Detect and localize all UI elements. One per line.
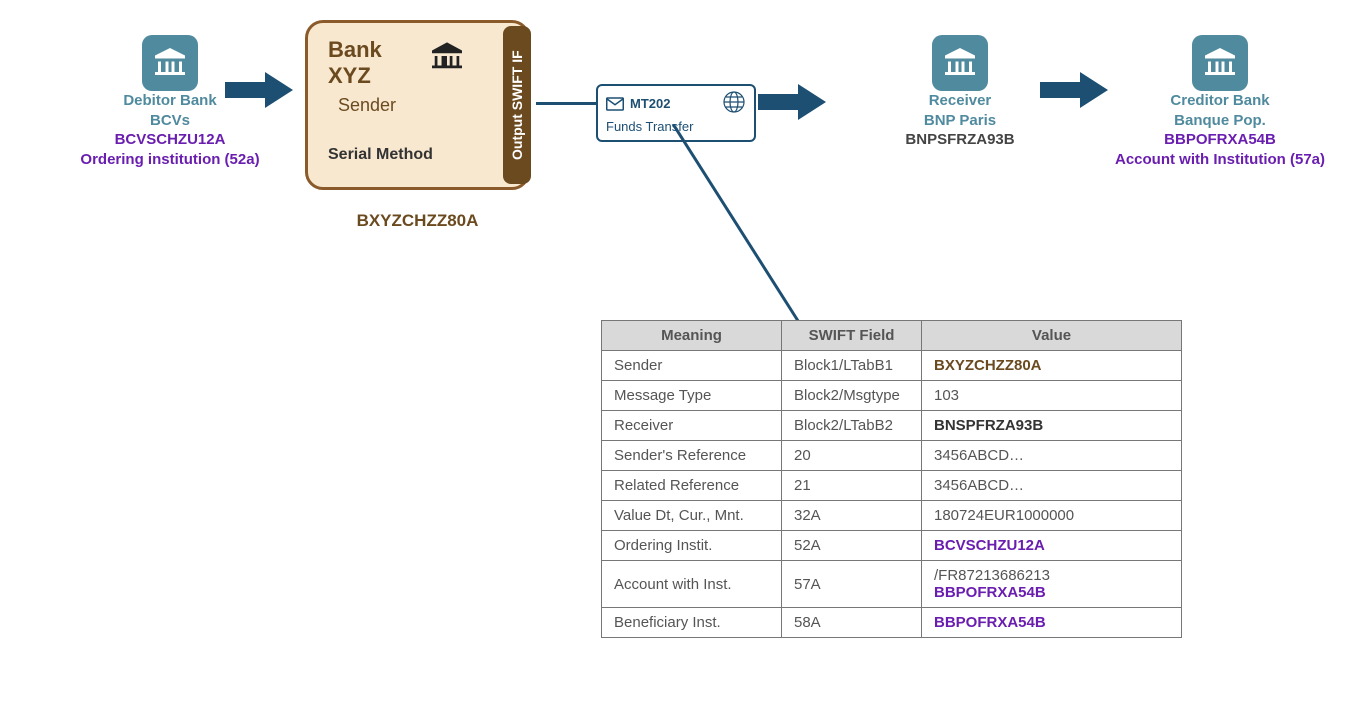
table-header: Meaning xyxy=(602,321,782,351)
bank-icon-small xyxy=(429,41,465,75)
table-row: Sender's Reference203456ABCD… xyxy=(602,441,1182,471)
table-row: Beneficiary Inst.58ABBPOFRXA54B xyxy=(602,608,1182,638)
creditor-bic: BBPOFRXA54B xyxy=(1095,130,1345,150)
receiver-bic: BNPSFRZA93B xyxy=(870,130,1050,150)
cell-meaning: Ordering Instit. xyxy=(602,531,782,561)
table-header: Value xyxy=(922,321,1182,351)
cell-value: 103 xyxy=(922,381,1182,411)
cell-value: 3456ABCD… xyxy=(922,441,1182,471)
sender-bic: BXYZCHZZ80A xyxy=(305,210,530,232)
message-code: MT202 xyxy=(630,96,670,113)
table-header-row: Meaning SWIFT Field Value xyxy=(602,321,1182,351)
cell-meaning: Receiver xyxy=(602,411,782,441)
envelope-icon xyxy=(606,97,624,111)
connector-diagonal xyxy=(670,124,820,334)
cell-field: Block1/LTabB1 xyxy=(782,351,922,381)
sender-box: Bank XYZ Sender Serial Method xyxy=(305,20,530,190)
sender-sub: Sender xyxy=(338,95,507,116)
swift-fields-table: Meaning SWIFT Field Value SenderBlock1/L… xyxy=(601,320,1182,638)
table-header: SWIFT Field xyxy=(782,321,922,351)
debitor-name: BCVs xyxy=(60,111,280,131)
bank-icon xyxy=(142,35,198,91)
sender-title2: XYZ xyxy=(328,63,507,89)
cell-field: 32A xyxy=(782,501,922,531)
cell-meaning: Sender xyxy=(602,351,782,381)
cell-value: BBPOFRXA54B xyxy=(922,608,1182,638)
table-row: Message TypeBlock2/Msgtype103 xyxy=(602,381,1182,411)
arrow-debitor-to-sender xyxy=(225,70,295,110)
cell-field: Block2/Msgtype xyxy=(782,381,922,411)
sender-title1: Bank xyxy=(328,37,382,62)
creditor-role: Account with Institution (57a) xyxy=(1095,150,1345,170)
bank-icon xyxy=(1192,35,1248,91)
cell-field: 20 xyxy=(782,441,922,471)
cell-value: BNSPFRZA93B xyxy=(922,411,1182,441)
cell-meaning: Related Reference xyxy=(602,471,782,501)
cell-value: BXYZCHZZ80A xyxy=(922,351,1182,381)
cell-meaning: Value Dt, Cur., Mnt. xyxy=(602,501,782,531)
table-row: ReceiverBlock2/LTabB2BNSPFRZA93B xyxy=(602,411,1182,441)
sender-method: Serial Method xyxy=(328,146,507,164)
table-row: SenderBlock1/LTabB1BXYZCHZZ80A xyxy=(602,351,1182,381)
cell-meaning: Message Type xyxy=(602,381,782,411)
cell-value: 3456ABCD… xyxy=(922,471,1182,501)
globe-icon xyxy=(722,90,746,114)
cell-value: /FR87213686213BBPOFRXA54B xyxy=(922,561,1182,608)
cell-field: 58A xyxy=(782,608,922,638)
cell-field: 21 xyxy=(782,471,922,501)
table-row: Account with Inst.57A/FR87213686213BBPOF… xyxy=(602,561,1182,608)
cell-meaning: Sender's Reference xyxy=(602,441,782,471)
bank-icon xyxy=(932,35,988,91)
table-row: Ordering Instit.52ABCVSCHZU12A xyxy=(602,531,1182,561)
receiver-name: BNP Paris xyxy=(870,111,1050,131)
cell-meaning: Beneficiary Inst. xyxy=(602,608,782,638)
cell-meaning: Account with Inst. xyxy=(602,561,782,608)
cell-value: BCVSCHZU12A xyxy=(922,531,1182,561)
creditor-title: Creditor Bank xyxy=(1095,91,1345,111)
cell-field: Block2/LTabB2 xyxy=(782,411,922,441)
cell-field: 57A xyxy=(782,561,922,608)
receiver-title: Receiver xyxy=(870,91,1050,111)
debitor-bic: BCVSCHZU12A xyxy=(60,130,280,150)
cell-field: 52A xyxy=(782,531,922,561)
arrow-message-to-receiver xyxy=(758,82,828,122)
creditor-name: Banque Pop. xyxy=(1095,111,1345,131)
table-row: Value Dt, Cur., Mnt.32A180724EUR1000000 xyxy=(602,501,1182,531)
swift-output-tab: Output SWIFT IF xyxy=(503,26,531,184)
receiver-node: Receiver BNP Paris BNPSFRZA93B xyxy=(870,35,1050,150)
connector-line-1 xyxy=(536,102,596,105)
table-row: Related Reference213456ABCD… xyxy=(602,471,1182,501)
debitor-role: Ordering institution (52a) xyxy=(60,150,280,170)
cell-value: 180724EUR1000000 xyxy=(922,501,1182,531)
creditor-node: Creditor Bank Banque Pop. BBPOFRXA54B Ac… xyxy=(1095,35,1345,169)
